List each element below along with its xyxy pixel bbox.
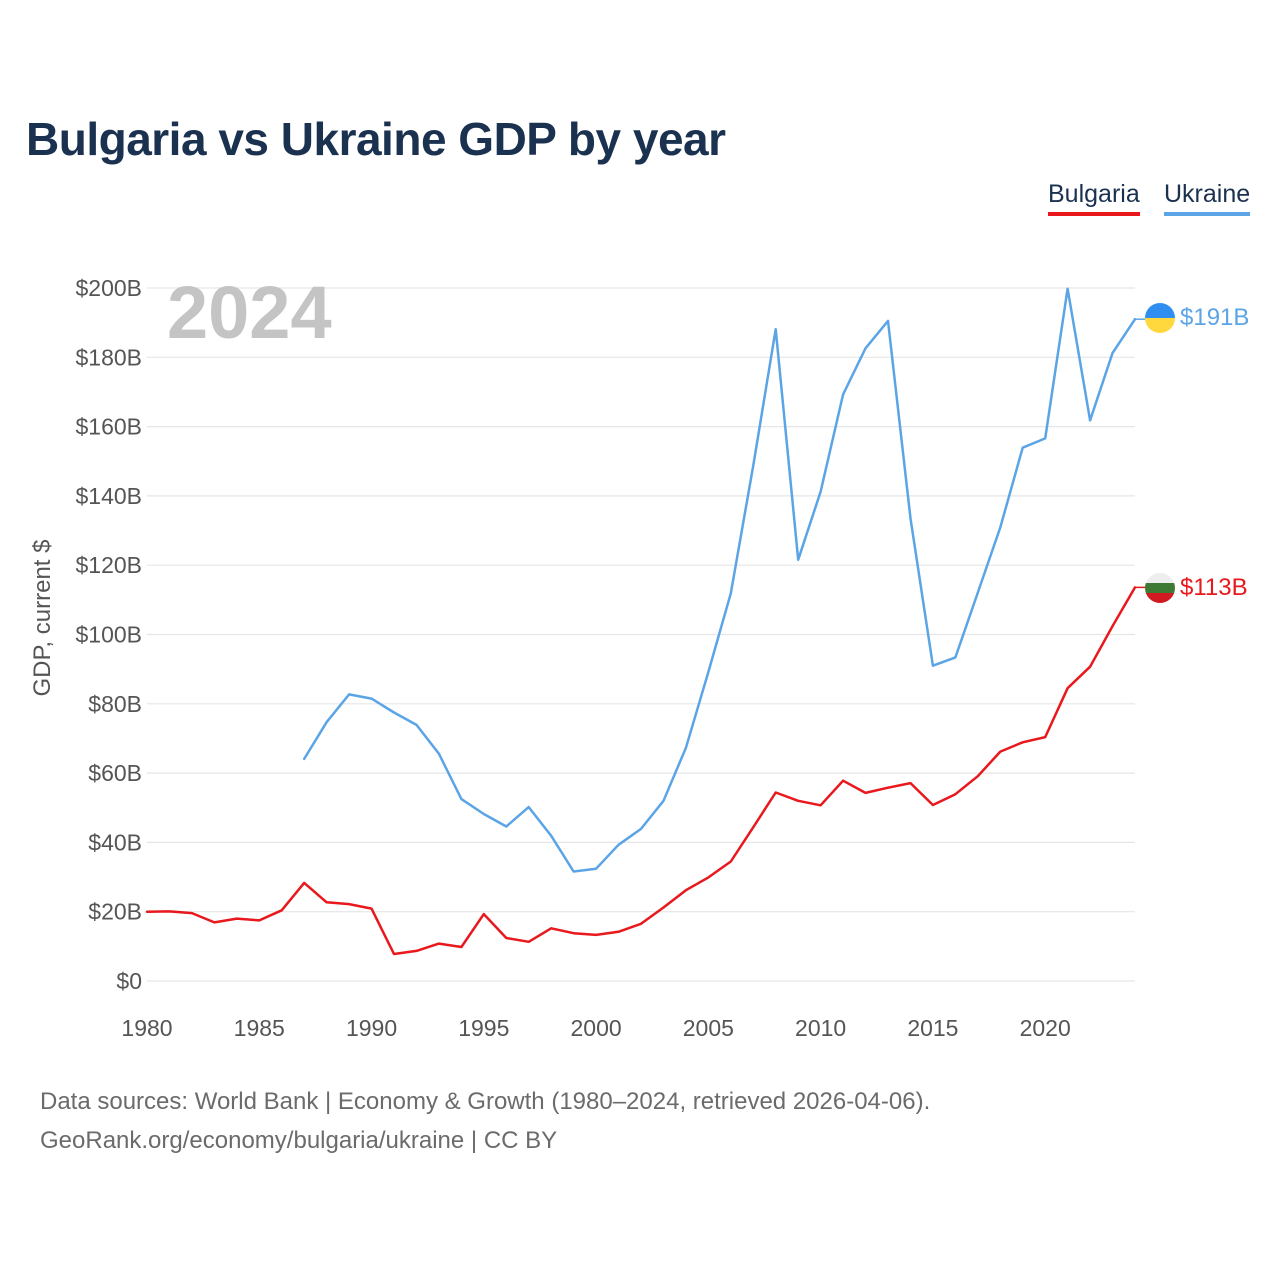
y-tick-label: $160B: [75, 414, 142, 440]
series-line-bulgaria[interactable]: [145, 586, 1137, 956]
x-tick-label: 1980: [121, 1015, 172, 1041]
year-watermark: 2024: [167, 271, 332, 354]
legend-ukraine[interactable]: Ukraine: [1164, 180, 1251, 216]
x-tick-label: 2005: [683, 1015, 734, 1041]
x-axis-ticks: 1980 1985 1990 1995 2000 2005 2010 2015 2020: [121, 1015, 1070, 1041]
chart-title: Bulgaria vs Ukraine GDP by year: [26, 113, 726, 165]
ukraine-end-value: $191B: [1180, 304, 1249, 331]
source-url-text[interactable]: GeoRank.org/economy/bulgaria/ukraine | C…: [40, 1127, 558, 1154]
end-markers: $191B $113B: [1145, 303, 1249, 603]
y-axis-label: GDP, current $: [29, 540, 56, 697]
bulgaria-end-value: $113B: [1180, 574, 1248, 601]
y-tick-label: $200B: [75, 275, 142, 301]
gdp-line-chart: 2024 $0 $20B $40B $60B $80B $100B $120B $140B $1…: [29, 271, 1249, 1041]
y-tick-label: $100B: [75, 622, 142, 648]
x-tick-label: 2010: [795, 1015, 846, 1041]
y-tick-label: $140B: [75, 483, 142, 509]
ukraine-flag-icon: [1145, 303, 1175, 333]
x-tick-label: 2020: [1020, 1015, 1071, 1041]
legend-bulgaria[interactable]: Bulgaria: [1048, 180, 1140, 216]
y-tick-label: $0: [116, 968, 142, 994]
x-tick-label: 1990: [346, 1015, 397, 1041]
x-tick-label: 1985: [234, 1015, 285, 1041]
x-tick-label: 2000: [571, 1015, 622, 1041]
x-tick-label: 1995: [458, 1015, 509, 1041]
y-axis-ticks: $0 $20B $40B $60B $80B $100B $120B $140B $160B $1…: [75, 275, 142, 994]
series-lines: [145, 287, 1146, 956]
footer: Data sources: World Bank | Economy & Gro…: [40, 1082, 930, 1160]
series-line-ukraine[interactable]: [302, 287, 1137, 873]
y-tick-label: $20B: [88, 899, 142, 925]
y-tick-label: $120B: [75, 552, 142, 578]
bulgaria-flag-icon: [1145, 573, 1175, 603]
y-tick-label: $80B: [88, 691, 142, 717]
gridlines: [147, 287, 1135, 982]
y-tick-label: $40B: [88, 829, 142, 855]
y-tick-label: $60B: [88, 760, 142, 786]
data-source-text: Data sources: World Bank | Economy & Gro…: [40, 1088, 931, 1115]
y-tick-label: $180B: [75, 344, 142, 370]
x-tick-label: 2015: [907, 1015, 958, 1041]
